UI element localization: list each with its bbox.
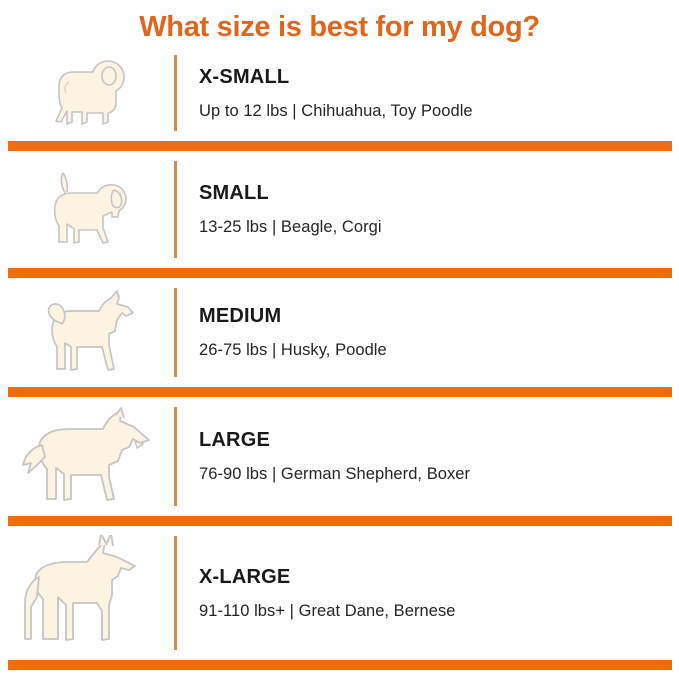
section-divider-bar (8, 660, 672, 671)
list-item: SMALL 13-25 lbs | Beagle, Corgi (0, 151, 679, 268)
section-divider-bar (8, 268, 672, 279)
size-label: MEDIUM (199, 305, 282, 328)
size-description: 91-110 lbs+ | Great Dane, Bernese (199, 601, 456, 620)
size-description: 76-90 lbs | German Shepherd, Boxer (199, 465, 471, 484)
dog-icon-cell (0, 278, 174, 387)
row-divider-line (174, 407, 177, 507)
row-divider-line (174, 161, 177, 259)
list-item: LARGE 76-90 lbs | German Shepherd, Boxer (0, 397, 679, 516)
size-text-cell: MEDIUM 26-75 lbs | Husky, Poodle (177, 305, 679, 360)
size-text-cell: X-LARGE 91-110 lbs+ | Great Dane, Bernes… (177, 566, 679, 621)
dog-icon-cell (0, 151, 174, 268)
size-text-cell: X-SMALL Up to 12 lbs | Chihuahua, Toy Po… (177, 66, 679, 121)
size-text-cell: SMALL 13-25 lbs | Beagle, Corgi (177, 182, 679, 237)
dog-medium-icon (47, 289, 134, 371)
size-label: LARGE (199, 429, 270, 452)
section-divider-bar (8, 516, 672, 527)
row-divider-line (174, 55, 177, 132)
dog-icon-cell (0, 526, 174, 660)
row-divider-line (174, 288, 177, 378)
size-label: X-SMALL (199, 65, 290, 88)
dog-xsmall-icon (55, 60, 125, 126)
size-text-cell: LARGE 76-90 lbs | German Shepherd, Boxer (177, 429, 679, 484)
dog-small-icon (53, 171, 127, 244)
list-item: X-SMALL Up to 12 lbs | Chihuahua, Toy Po… (0, 45, 679, 141)
page-title: What size is best for my dog? (139, 11, 540, 43)
section-divider-bar (8, 387, 672, 398)
size-description: 13-25 lbs | Beagle, Corgi (199, 218, 382, 237)
dog-icon-cell (0, 397, 174, 516)
section-divider-bar (8, 141, 672, 152)
row-divider-line (174, 536, 177, 651)
size-description: 26-75 lbs | Husky, Poodle (199, 341, 387, 360)
list-item: MEDIUM 26-75 lbs | Husky, Poodle (0, 278, 679, 387)
size-description: Up to 12 lbs | Chihuahua, Toy Poodle (199, 101, 473, 120)
size-row-list: X-SMALL Up to 12 lbs | Chihuahua, Toy Po… (0, 45, 679, 671)
list-item: X-LARGE 91-110 lbs+ | Great Dane, Bernes… (0, 526, 679, 660)
size-label: SMALL (199, 182, 269, 205)
size-label: X-LARGE (199, 565, 291, 588)
dog-xlarge-icon (24, 535, 136, 642)
dog-large-icon (22, 406, 150, 501)
dog-icon-cell (0, 45, 174, 141)
